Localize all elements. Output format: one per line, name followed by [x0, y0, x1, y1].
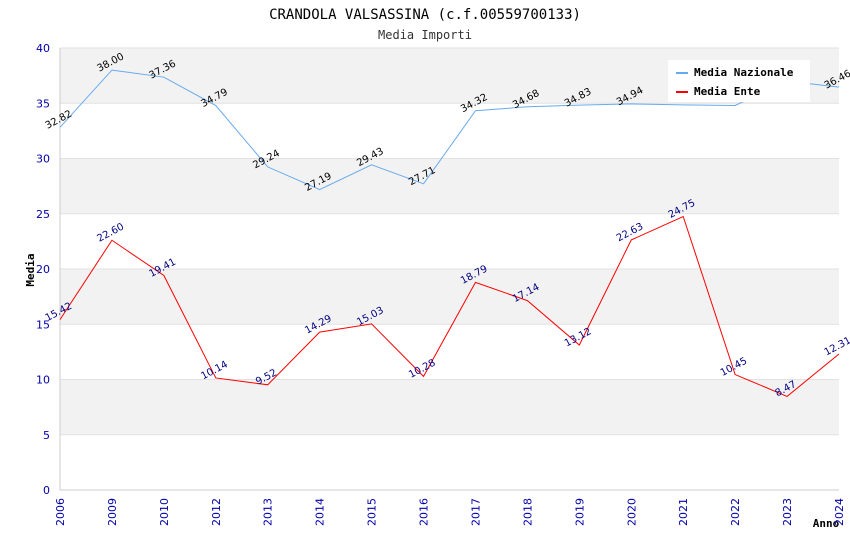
chart-title: CRANDOLA VALSASSINA (c.f.00559700133)	[269, 7, 581, 23]
legend-box	[668, 60, 810, 102]
x-tick-label: 2006	[54, 498, 67, 526]
grid-band	[60, 269, 839, 325]
x-tick-label: 2012	[210, 498, 223, 526]
x-tick-label: 2019	[573, 498, 586, 526]
legend-label-nazionale: Media Nazionale	[694, 66, 794, 79]
x-tick-label: 2015	[366, 498, 379, 526]
y-tick-label: 40	[36, 42, 50, 55]
grid-band	[60, 158, 839, 214]
x-tick-label: 2013	[262, 498, 275, 526]
x-tick-label: 2024	[833, 498, 846, 526]
y-tick-label: 30	[36, 153, 50, 166]
y-tick-label: 20	[36, 263, 50, 276]
x-tick-label: 2021	[677, 498, 690, 526]
grid-lines	[59, 47, 839, 491]
x-axis-label: Anno	[813, 517, 840, 530]
x-tick-labels: 2006 2009 2010 2012 2013 2014 2015 2016 2017 2018…	[54, 498, 846, 526]
series-line-nazionale	[59, 69, 840, 191]
y-tick-label: 25	[36, 208, 50, 221]
x-tick-label: 2017	[469, 498, 482, 526]
legend: Media Nazionale Media Ente	[668, 60, 810, 102]
legend-label-ente: Media Ente	[694, 85, 761, 98]
grid-band	[60, 379, 839, 435]
series-line-ente	[59, 215, 840, 397]
x-tick-label: 2010	[158, 498, 171, 526]
grid-bands	[60, 48, 839, 490]
x-tick-label: 2022	[729, 498, 742, 526]
grid-band	[60, 324, 839, 380]
y-tick-labels: 0 5 10 15 20 25 30 35 40	[36, 42, 50, 497]
y-tick-label: 10	[36, 374, 50, 387]
grid-band	[60, 103, 839, 159]
grid-band	[60, 434, 839, 490]
x-tick-label: 2014	[314, 498, 327, 526]
x-tick-label: 2018	[521, 498, 534, 526]
y-axis-label: Media	[24, 253, 37, 286]
x-tick-label: 2023	[781, 498, 794, 526]
x-tick-label: 2009	[106, 498, 119, 526]
series-lines	[59, 69, 840, 397]
x-tick-label: 2020	[625, 498, 638, 526]
y-tick-label: 5	[43, 429, 50, 442]
chart-subtitle: Media Importi	[378, 28, 472, 42]
y-tick-label: 15	[36, 318, 50, 331]
y-tick-label: 35	[36, 97, 50, 110]
x-tick-label: 2016	[418, 498, 431, 526]
grid-band	[60, 213, 839, 269]
y-tick-label: 0	[43, 484, 50, 497]
